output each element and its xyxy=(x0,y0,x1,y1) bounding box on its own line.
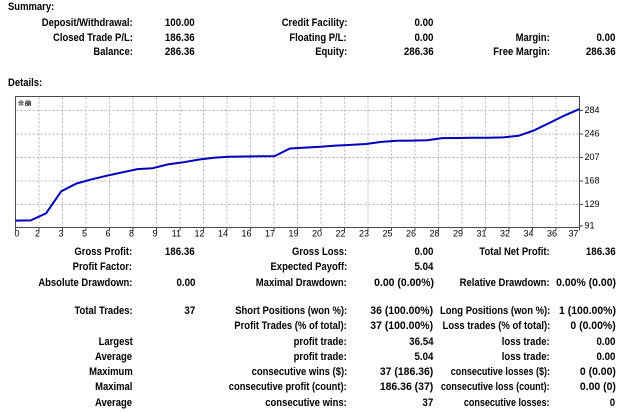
svg-text:207: 207 xyxy=(585,152,600,162)
svg-text:129: 129 xyxy=(585,199,600,209)
svg-text:32: 32 xyxy=(500,228,510,238)
svg-text:17: 17 xyxy=(265,228,275,238)
svg-text:31: 31 xyxy=(476,228,486,238)
svg-text:5: 5 xyxy=(82,228,87,238)
svg-text:12: 12 xyxy=(194,228,204,238)
svg-text:246: 246 xyxy=(585,129,600,139)
svg-text:0: 0 xyxy=(15,228,20,238)
svg-text:29: 29 xyxy=(453,228,463,238)
svg-text:36: 36 xyxy=(547,228,557,238)
svg-text:8: 8 xyxy=(129,228,134,238)
svg-text:11: 11 xyxy=(172,228,181,238)
svg-text:25: 25 xyxy=(382,228,392,238)
svg-text:168: 168 xyxy=(585,176,600,186)
svg-text:19: 19 xyxy=(288,228,298,238)
svg-text:26: 26 xyxy=(406,228,416,238)
svg-text:23: 23 xyxy=(359,228,369,238)
svg-text:6: 6 xyxy=(105,228,110,238)
svg-text:3: 3 xyxy=(58,228,63,238)
svg-text:14: 14 xyxy=(218,228,228,238)
svg-text:22: 22 xyxy=(335,228,345,238)
svg-text:16: 16 xyxy=(241,228,251,238)
svg-text:28: 28 xyxy=(429,228,439,238)
svg-text:9: 9 xyxy=(152,228,157,238)
svg-text:284: 284 xyxy=(585,105,600,115)
svg-text:91: 91 xyxy=(585,221,595,231)
svg-text:37: 37 xyxy=(568,228,578,238)
svg-text:20: 20 xyxy=(312,228,322,238)
svg-text:34: 34 xyxy=(523,228,533,238)
svg-text:2: 2 xyxy=(35,228,40,238)
